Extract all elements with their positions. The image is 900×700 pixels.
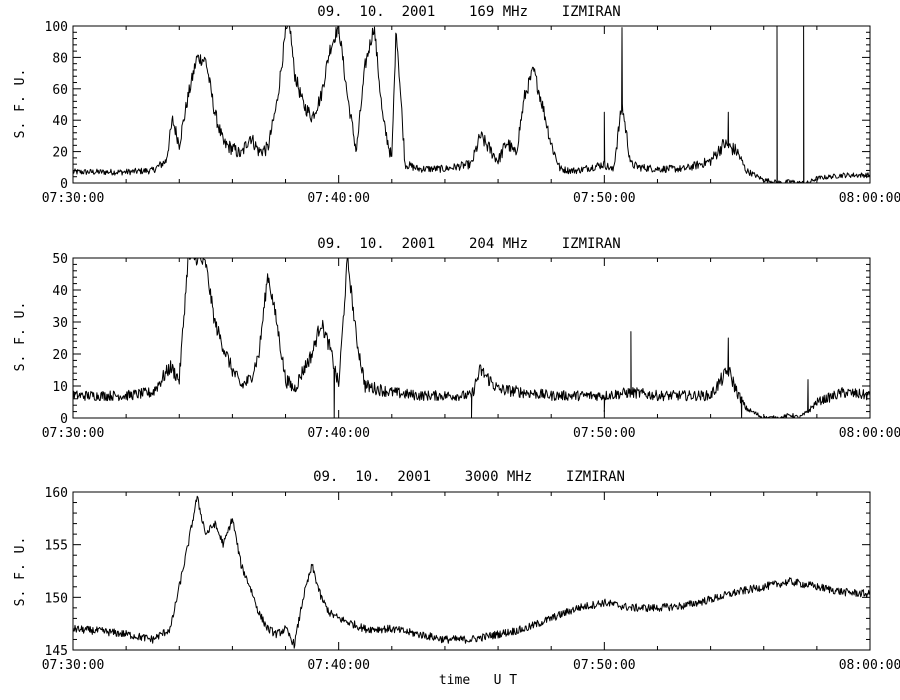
x-tick-label: 07:30:00 bbox=[42, 658, 105, 673]
tick-marks-169mhz bbox=[72, 25, 871, 184]
x-tick-label: 07:40:00 bbox=[307, 191, 370, 206]
y-axis-label-169mhz: S. F. U. bbox=[13, 68, 28, 139]
panel-204mhz: 09. 10. 2001 204 MHz IZMIRAN S. F. U. 07… bbox=[13, 236, 900, 441]
series-line-3000mhz bbox=[72, 495, 871, 649]
x-tick-label: 08:00:00 bbox=[839, 426, 900, 441]
x-tick-label: 07:50:00 bbox=[573, 658, 636, 673]
series-line-169mhz bbox=[72, 25, 871, 184]
plot-frame-169mhz bbox=[72, 25, 871, 184]
tick-labels-204mhz: 07:30:00 07:40:00 07:50:00 08:00:00 0 10 20 30 4… bbox=[42, 252, 900, 441]
y-tick-label: 100 bbox=[45, 20, 68, 35]
x-tick-label: 07:40:00 bbox=[307, 658, 370, 673]
x-tick-label: 07:40:00 bbox=[307, 426, 370, 441]
y-tick-label: 155 bbox=[45, 539, 68, 554]
panel-3000mhz: 09. 10. 2001 3000 MHz IZMIRAN S. F. U. 0… bbox=[13, 469, 900, 688]
y-tick-label: 50 bbox=[52, 252, 68, 267]
series-line-204mhz bbox=[72, 257, 871, 419]
x-tick-label: 07:30:00 bbox=[42, 426, 105, 441]
y-axis-label-204mhz: S. F. U. bbox=[13, 301, 28, 372]
tick-marks-204mhz bbox=[72, 257, 871, 419]
y-tick-label: 160 bbox=[45, 486, 68, 501]
panel-169mhz: 09. 10. 2001 169 MHz IZMIRAN S. F. U. 07… bbox=[13, 4, 900, 206]
y-tick-label: 0 bbox=[60, 177, 68, 192]
y-tick-label: 40 bbox=[52, 284, 68, 299]
y-tick-label: 30 bbox=[52, 316, 68, 331]
plot-frame-3000mhz bbox=[72, 491, 871, 651]
y-tick-label: 40 bbox=[52, 114, 68, 129]
y-tick-label: 60 bbox=[52, 83, 68, 98]
y-tick-label: 0 bbox=[60, 412, 68, 427]
y-tick-label: 150 bbox=[45, 591, 68, 606]
tick-labels-169mhz: 07:30:00 07:40:00 07:50:00 08:00:00 0 20 40 60 8… bbox=[42, 20, 900, 206]
tick-marks-3000mhz bbox=[72, 491, 871, 651]
chart-title-169mhz: 09. 10. 2001 169 MHz IZMIRAN bbox=[317, 4, 620, 20]
y-tick-label: 80 bbox=[52, 51, 68, 66]
y-tick-label: 20 bbox=[52, 146, 68, 161]
y-axis-label-3000mhz: S. F. U. bbox=[13, 536, 28, 607]
x-tick-label: 07:30:00 bbox=[42, 191, 105, 206]
y-tick-label: 10 bbox=[52, 380, 68, 395]
x-tick-label: 07:50:00 bbox=[573, 426, 636, 441]
y-tick-label: 20 bbox=[52, 348, 68, 363]
x-axis-title: time U T bbox=[439, 673, 517, 688]
x-tick-label: 08:00:00 bbox=[839, 658, 900, 673]
chart-title-204mhz: 09. 10. 2001 204 MHz IZMIRAN bbox=[317, 236, 620, 252]
x-tick-label: 08:00:00 bbox=[839, 191, 900, 206]
chart-title-3000mhz: 09. 10. 2001 3000 MHz IZMIRAN bbox=[313, 469, 625, 485]
tick-labels-3000mhz: 07:30:00 07:40:00 07:50:00 08:00:00 145 150 15… bbox=[42, 486, 900, 673]
y-tick-label: 145 bbox=[45, 644, 68, 659]
x-tick-label: 07:50:00 bbox=[573, 191, 636, 206]
